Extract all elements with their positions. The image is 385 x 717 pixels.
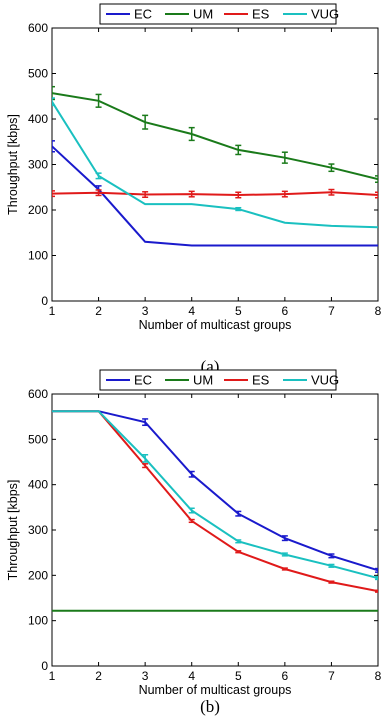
legend-label-um: UM [193, 373, 213, 388]
legend-label-vug: VUG [311, 7, 339, 22]
legend: EC UM ES VUG [100, 370, 339, 390]
x-tick-label: 5 [235, 669, 242, 683]
x-axis-label: Number of multicast groups [139, 683, 292, 697]
y-tick-label: 200 [28, 203, 48, 217]
legend-label-um: UM [193, 7, 213, 22]
chart-a: 0 100 200 300 400 500 600 1 2 3 4 5 6 7 8 Number of mul… [6, 4, 382, 376]
x-tick-label: 2 [95, 669, 102, 683]
chart-b: 0 100 200 300 400 500 600 1 2 3 4 5 6 7 8 Number of mul… [6, 370, 382, 716]
series-es [49, 190, 381, 198]
x-tick-label: 5 [235, 304, 242, 318]
series-line-ec [52, 411, 378, 570]
legend-label-es: ES [252, 373, 270, 388]
y-axis-label: Throughput [kbps] [6, 480, 20, 581]
y-axis-label: Throughput [kbps] [6, 114, 20, 215]
x-tick-label: 2 [95, 304, 102, 318]
x-tick-label: 3 [142, 669, 149, 683]
plot-frame [52, 394, 378, 666]
series-ec [52, 411, 381, 572]
y-tick-label: 300 [28, 158, 48, 172]
y-tick-label: 600 [28, 387, 48, 401]
y-tick-label: 100 [28, 249, 48, 263]
x-tick-label: 8 [375, 669, 382, 683]
series-um [49, 87, 381, 183]
x-tick-label: 6 [282, 304, 289, 318]
y-tick-label: 0 [41, 294, 48, 308]
x-tick-label: 4 [188, 669, 195, 683]
x-tick-label: 3 [142, 304, 149, 318]
x-tick-label: 4 [188, 304, 195, 318]
x-tick-label: 7 [328, 304, 335, 318]
x-axis-label: Number of multicast groups [139, 318, 292, 332]
legend-label-es: ES [252, 7, 270, 22]
x-tick-label: 8 [375, 304, 382, 318]
y-tick-label: 500 [28, 432, 48, 446]
y-tick-label: 0 [41, 659, 48, 673]
series-vug [49, 98, 378, 227]
series-line-um [52, 93, 378, 179]
x-tick-label: 1 [49, 304, 56, 318]
y-tick-label: 500 [28, 67, 48, 81]
legend-label-ec: EC [134, 7, 152, 22]
x-tick-label: 7 [328, 669, 335, 683]
y-tick-label: 300 [28, 523, 48, 537]
y-tick-label: 100 [28, 614, 48, 628]
legend: EC UM ES VUG [100, 4, 339, 24]
y-tick-label: 600 [28, 21, 48, 35]
x-tick-label: 6 [282, 669, 289, 683]
legend-label-ec: EC [134, 373, 152, 388]
y-tick-label: 200 [28, 568, 48, 582]
y-tick-label: 400 [28, 112, 48, 126]
legend-label-vug: VUG [311, 373, 339, 388]
y-tick-label: 400 [28, 478, 48, 492]
x-tick-label: 1 [49, 669, 56, 683]
figure-caption: (b) [200, 697, 220, 716]
